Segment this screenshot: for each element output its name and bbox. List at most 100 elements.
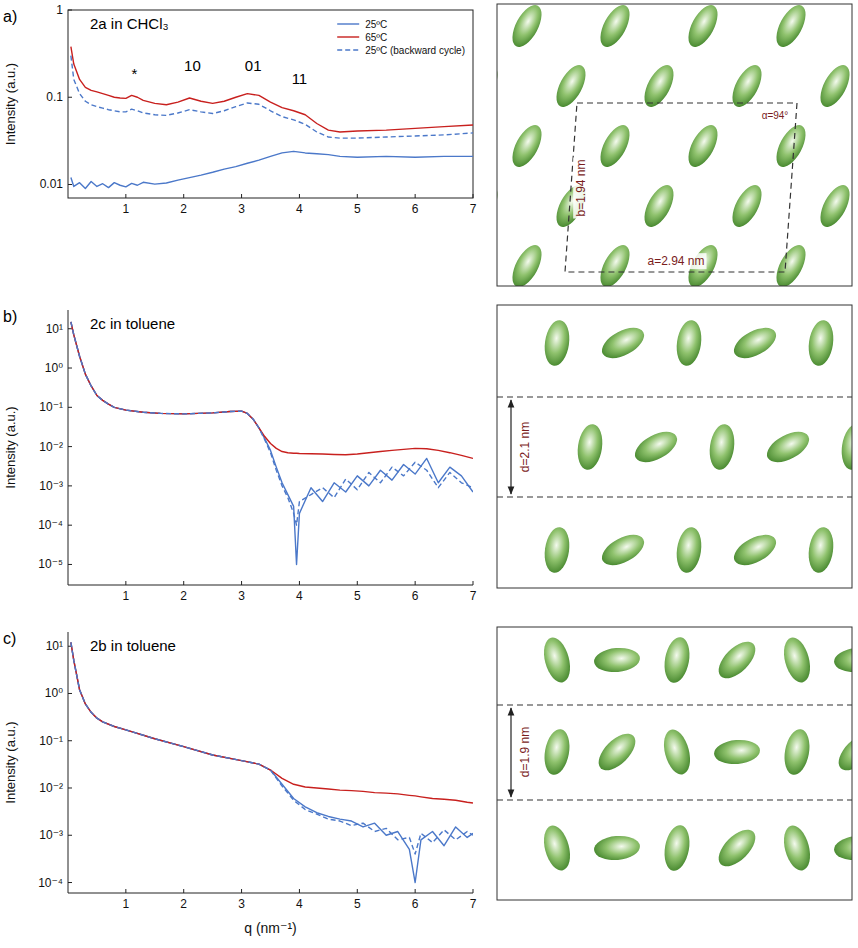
legend-label: 25ºC (backward cycle): [365, 45, 465, 56]
molecule-ellipse: [726, 181, 767, 232]
x-tick-label: 7: [470, 589, 477, 603]
x-tick: [415, 194, 416, 198]
schematic-panel: [497, 319, 852, 575]
schematic-label-group: d=1.9 nm: [517, 725, 533, 779]
molecule-ellipse: [781, 727, 813, 776]
molecule-ellipse: [597, 529, 649, 572]
peak-annotation: 11: [292, 70, 308, 87]
label-patch: [760, 109, 791, 122]
x-tick: [125, 889, 126, 893]
y-tick-label: 10⁻³: [39, 479, 63, 493]
y-tick-label: 10⁻²: [39, 440, 63, 454]
series-line: [71, 642, 473, 882]
x-tick: [357, 889, 358, 893]
x-tick: [473, 581, 474, 585]
x-tick: [241, 581, 242, 585]
y-tick: [68, 10, 72, 11]
panel-letter: c): [3, 630, 16, 647]
y-tick-label: 10⁻¹: [39, 734, 63, 748]
y-tick-label: 1: [56, 3, 63, 17]
molecule-ellipse: [707, 423, 737, 472]
molecule-ellipse: [597, 322, 649, 365]
y-tick-label: 10¹: [46, 639, 63, 653]
molecule-ellipse: [506, 121, 547, 172]
spacing-arrow: [510, 400, 511, 494]
molecule-ellipse: [833, 646, 852, 674]
x-tick-label: 5: [354, 202, 361, 216]
y-tick: [68, 564, 72, 565]
x-tick-label: 7: [470, 897, 477, 911]
molecule-ellipse: [770, 241, 811, 286]
molecule-ellipse: [594, 4, 635, 51]
molecule-ellipse: [497, 61, 504, 112]
molecule-ellipse: [638, 181, 679, 232]
molecule-ellipse: [839, 423, 852, 472]
schematic-frame: [497, 627, 852, 900]
molecule-ellipse: [682, 4, 723, 51]
x-tick-label: 5: [354, 897, 361, 911]
molecule-ellipse: [594, 241, 635, 286]
y-tick: [68, 328, 72, 329]
schematic-label: a=2.94 nm: [647, 254, 704, 268]
y-axis-line: [68, 632, 69, 893]
lattice-line: [497, 799, 852, 800]
x-tick: [125, 581, 126, 585]
lattice-line: [497, 396, 852, 397]
molecule-ellipse: [806, 319, 836, 368]
peak-annotation: 01: [245, 57, 262, 74]
x-tick-label: 2: [180, 589, 187, 603]
x-tick: [299, 194, 300, 198]
molecule-ellipse: [713, 738, 761, 766]
y-tick-label: 0.01: [40, 177, 64, 191]
molecule-ellipse: [682, 121, 723, 172]
molecule-ellipse: [575, 423, 605, 472]
molecule-ellipse: [506, 4, 547, 51]
x-tick-label: 3: [238, 897, 245, 911]
x-tick-label: 6: [412, 897, 419, 911]
legend-swatch: [337, 36, 359, 37]
y-tick-label: 10⁻⁴: [38, 518, 63, 532]
molecule-ellipse: [814, 61, 852, 112]
x-tick-label: 4: [296, 202, 303, 216]
schematic-label-group: a=2.94 nm: [645, 253, 706, 269]
x-tick-label: 4: [296, 897, 303, 911]
molecule-ellipse: [506, 241, 547, 286]
x-tick-label: 1: [123, 897, 130, 911]
panel-letter: a): [3, 8, 17, 25]
series-line: [71, 56, 473, 139]
panel-title: 2b in toluene: [90, 637, 176, 654]
molecule-ellipse: [833, 834, 852, 862]
x-tick-label: 7: [470, 202, 477, 216]
y-tick: [68, 740, 72, 741]
molecule-ellipse: [539, 823, 574, 874]
schematic-labels: b=1.94 nma=2.94 nmα=94°d=2.1 nmd=1.9 nm: [511, 109, 790, 797]
y-tick: [68, 97, 72, 98]
x-tick: [473, 194, 474, 198]
molecule-ellipse: [661, 823, 693, 872]
legend-swatch: [337, 23, 359, 24]
x-tick: [357, 194, 358, 198]
y-tick-label: 10⁻⁵: [38, 557, 63, 571]
molecule-ellipse: [542, 526, 572, 575]
legend-label: 65ºC: [365, 32, 387, 43]
x-tick: [183, 889, 184, 893]
x-tick-label: 2: [180, 897, 187, 911]
axes: 12345670.010.11Intensity (a.u.)a)2a in C…: [3, 3, 477, 216]
molecule-ellipse: [539, 635, 574, 686]
label-patch: [573, 157, 589, 218]
molecule-ellipse: [661, 635, 693, 684]
x-tick-label: 3: [238, 202, 245, 216]
panel-title: 2c in toluene: [90, 315, 175, 332]
y-tick: [68, 882, 72, 883]
x-tick-label: 6: [412, 202, 419, 216]
series-line: [71, 642, 473, 854]
spacing-arrow: [510, 708, 511, 797]
x-tick: [299, 889, 300, 893]
molecule-ellipse: [762, 426, 814, 469]
y-tick-label: 10⁻³: [39, 828, 63, 842]
x-axis-line: [68, 893, 473, 894]
x-tick-label: 1: [123, 589, 130, 603]
molecule-ellipse: [806, 526, 836, 575]
y-tick: [68, 525, 72, 526]
y-tick: [68, 407, 72, 408]
